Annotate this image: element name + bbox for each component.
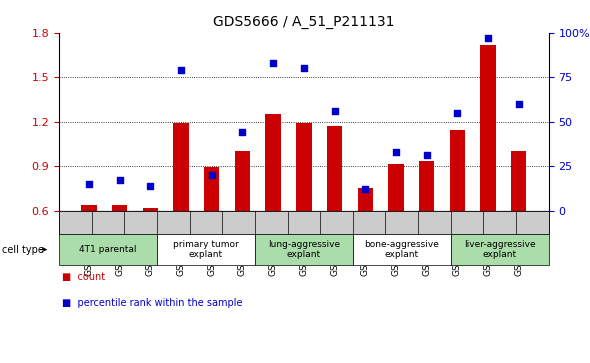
Point xyxy=(207,172,217,178)
Text: lung-aggressive
explant: lung-aggressive explant xyxy=(268,240,340,259)
Text: ■  percentile rank within the sample: ■ percentile rank within the sample xyxy=(62,298,242,308)
Text: cell type: cell type xyxy=(2,245,44,254)
Point xyxy=(268,60,278,66)
Bar xyxy=(358,188,373,299)
Text: liver-aggressive
explant: liver-aggressive explant xyxy=(464,240,536,259)
Text: 4T1 parental: 4T1 parental xyxy=(79,245,137,254)
Point xyxy=(176,67,186,73)
Point xyxy=(483,35,493,41)
Bar xyxy=(204,167,219,299)
Title: GDS5666 / A_51_P211131: GDS5666 / A_51_P211131 xyxy=(213,15,395,29)
Point xyxy=(146,183,155,188)
Point xyxy=(299,65,309,71)
Point xyxy=(391,149,401,155)
Bar xyxy=(296,123,312,299)
Point xyxy=(84,181,94,187)
Point xyxy=(422,152,431,158)
Bar xyxy=(235,151,250,299)
Point xyxy=(330,108,339,114)
Bar xyxy=(480,45,496,299)
Bar xyxy=(388,164,404,299)
Bar xyxy=(143,208,158,299)
Bar xyxy=(450,131,465,299)
Point xyxy=(238,129,247,135)
Bar xyxy=(511,151,526,299)
Point xyxy=(514,101,523,107)
Point xyxy=(453,110,462,115)
Text: primary tumor
explant: primary tumor explant xyxy=(173,240,239,259)
Text: bone-aggressive
explant: bone-aggressive explant xyxy=(365,240,439,259)
Text: ■  count: ■ count xyxy=(62,272,105,282)
Bar xyxy=(81,205,97,299)
Bar xyxy=(173,123,189,299)
Bar xyxy=(327,126,342,299)
Point xyxy=(115,178,124,183)
Bar xyxy=(419,161,434,299)
Bar xyxy=(112,205,127,299)
Bar xyxy=(266,114,281,299)
Point xyxy=(360,186,370,192)
